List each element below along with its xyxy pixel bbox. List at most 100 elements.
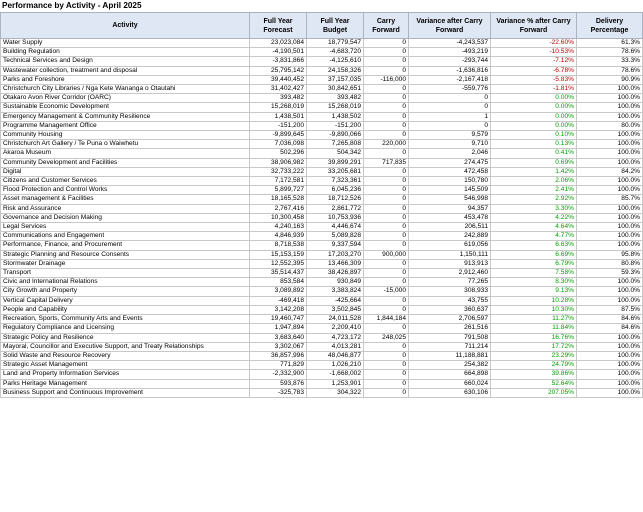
budget-cell: 2,861,772 xyxy=(306,203,364,214)
budget-cell: -9,890,066 xyxy=(306,130,364,141)
delivery-pct-cell: 100.0% xyxy=(576,148,643,159)
carry-forward-cell: 0 xyxy=(363,360,409,371)
activity-cell: Citizens and Customer Services xyxy=(0,176,250,187)
activity-cell: Regulatory Compliance and Licensing xyxy=(0,323,250,334)
budget-cell: 10,753,936 xyxy=(306,212,364,224)
variance-pct-cell: 7.58% xyxy=(490,268,577,279)
variance-cell: -2,167,418 xyxy=(408,74,491,86)
budget-cell: 2,209,410 xyxy=(306,323,364,334)
budget-cell: -1,668,002 xyxy=(306,369,364,380)
variance-pct-cell: 3.30% xyxy=(490,203,577,214)
variance-pct-cell: -1.81% xyxy=(490,84,577,95)
activity-cell: Emergency Management & Community Resilie… xyxy=(0,111,250,122)
variance-pct-cell: -7.12% xyxy=(490,56,577,67)
variance-cell: 94,357 xyxy=(408,203,491,214)
budget-cell: 17,203,270 xyxy=(306,249,364,260)
forecast-cell: 771,829 xyxy=(249,360,307,371)
forecast-cell: 3,142,208 xyxy=(249,304,307,316)
activity-cell: Water Supply xyxy=(0,37,250,49)
variance-pct-cell: 8.30% xyxy=(490,277,577,288)
delivery-pct-cell: 100.0% xyxy=(576,111,643,122)
forecast-cell: 31,402,427 xyxy=(249,84,307,95)
variance-cell: 261,516 xyxy=(408,323,491,334)
budget-cell: -151,200 xyxy=(306,120,364,132)
forecast-cell: 3,683,640 xyxy=(249,332,307,343)
budget-cell: 4,446,674 xyxy=(306,222,364,233)
table-row: Christchurch City Libraries / Nga Kete W… xyxy=(0,84,643,95)
table-row: Parks Heritage Management 593,876 1,253,90… xyxy=(0,378,643,389)
col-header-forecast: Full Year Forecast xyxy=(249,12,307,39)
delivery-pct-cell: 78.6% xyxy=(576,47,643,58)
delivery-pct-cell: 100.0% xyxy=(576,240,643,251)
delivery-pct-cell: 87.5% xyxy=(576,304,643,316)
table-row: Civic and International Relations 853,584… xyxy=(0,277,643,288)
carry-forward-cell: 0 xyxy=(363,295,409,306)
delivery-pct-cell: 80.0% xyxy=(576,120,643,132)
variance-pct-cell: 16.76% xyxy=(490,332,577,343)
forecast-cell: -3,831,866 xyxy=(249,56,307,67)
table-row: Performance, Finance, and Procurement 8,7… xyxy=(0,240,643,251)
variance-pct-cell: 2.41% xyxy=(490,185,577,196)
variance-pct-cell: 0.41% xyxy=(490,148,577,159)
budget-cell: 504,342 xyxy=(306,148,364,159)
budget-cell: 48,046,877 xyxy=(306,350,364,362)
budget-cell: -4,125,610 xyxy=(306,56,364,67)
forecast-cell: -4,190,501 xyxy=(249,47,307,58)
budget-cell: 393,482 xyxy=(306,93,364,104)
budget-cell: 24,011,528 xyxy=(306,314,364,325)
forecast-cell: 2,767,416 xyxy=(249,203,307,214)
budget-cell: 930,849 xyxy=(306,277,364,288)
forecast-cell: 3,302,067 xyxy=(249,341,307,352)
variance-cell: 11,188,881 xyxy=(408,350,491,362)
budget-cell: -425,664 xyxy=(306,295,364,306)
variance-pct-cell: 24.79% xyxy=(490,360,577,371)
variance-cell: 1,150,111 xyxy=(408,249,491,260)
activity-cell: Programme Management Office xyxy=(0,120,250,132)
variance-cell: 0 xyxy=(408,93,491,104)
activity-cell: Wastewater collection, treatment and dis… xyxy=(0,65,250,76)
variance-pct-cell: 17.72% xyxy=(490,341,577,352)
carry-forward-cell: 0 xyxy=(363,304,409,316)
variance-cell: -559,776 xyxy=(408,84,491,95)
activity-cell: Transport xyxy=(0,268,250,279)
activity-cell: Strategic Asset Management xyxy=(0,360,250,371)
activity-cell: Christchurch Art Gallery / Te Puna o Wai… xyxy=(0,139,250,150)
delivery-pct-cell: 100.0% xyxy=(576,387,643,398)
budget-cell: 33,205,681 xyxy=(306,166,364,178)
table-row: Asset management & Facilities 18,165,528 1… xyxy=(0,194,643,205)
activity-cell: Community Housing xyxy=(0,130,250,141)
delivery-pct-cell: 100.0% xyxy=(576,157,643,168)
budget-cell: 30,842,651 xyxy=(306,84,364,95)
forecast-cell: 18,165,528 xyxy=(249,194,307,205)
budget-cell: 1,026,210 xyxy=(306,360,364,371)
delivery-pct-cell: 100.0% xyxy=(576,341,643,352)
forecast-cell: 10,300,458 xyxy=(249,212,307,224)
table-row: Flood Protection and Control Works 5,899,… xyxy=(0,185,643,196)
carry-forward-cell: 1,844,184 xyxy=(363,314,409,325)
delivery-pct-cell: 100.0% xyxy=(576,378,643,389)
carry-forward-cell: 0 xyxy=(363,369,409,380)
delivery-pct-cell: 100.0% xyxy=(576,295,643,306)
variance-cell: 2,046 xyxy=(408,148,491,159)
carry-forward-cell: 0 xyxy=(363,56,409,67)
variance-pct-cell: -5.83% xyxy=(490,74,577,86)
activity-cell: Digital xyxy=(0,166,250,178)
variance-pct-cell: 4.22% xyxy=(490,212,577,224)
col-header-budget: Full Year Budget xyxy=(306,12,364,39)
carry-forward-cell: 0 xyxy=(363,47,409,58)
col-header-variance: Variance after Carry Forward xyxy=(408,12,491,39)
table-row: Governance and Decision Making 10,300,458… xyxy=(0,212,643,224)
variance-pct-cell: 9.13% xyxy=(490,286,577,297)
forecast-cell: 32,733,222 xyxy=(249,166,307,178)
variance-pct-cell: 6.79% xyxy=(490,258,577,270)
activity-cell: Mayoral, Councillor and Executive Suppor… xyxy=(0,341,250,352)
forecast-cell: 7,172,581 xyxy=(249,176,307,187)
variance-pct-cell: 52.64% xyxy=(490,378,577,389)
variance-pct-cell: 0.00% xyxy=(490,93,577,104)
carry-forward-cell: 0 xyxy=(363,277,409,288)
delivery-pct-cell: 100.0% xyxy=(576,139,643,150)
delivery-pct-cell: 85.7% xyxy=(576,194,643,205)
carry-forward-cell: 0 xyxy=(363,194,409,205)
carry-forward-cell: 0 xyxy=(363,111,409,122)
variance-pct-cell: 0.10% xyxy=(490,130,577,141)
